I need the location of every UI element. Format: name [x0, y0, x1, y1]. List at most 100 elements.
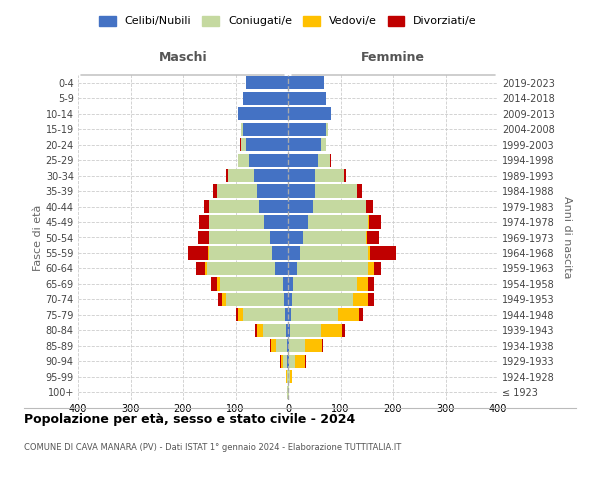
Bar — [368, 293, 374, 306]
Bar — [368, 278, 374, 290]
Bar — [359, 308, 363, 322]
Bar — [244, 92, 288, 105]
Bar — [196, 262, 205, 275]
Bar — [305, 340, 322, 352]
Bar — [316, 184, 358, 198]
Bar — [272, 246, 288, 260]
Text: COMUNE DI CAVA MANARA (PV) - Dati ISTAT 1° gennaio 2024 - Elaborazione TUTTITALI: COMUNE DI CAVA MANARA (PV) - Dati ISTAT … — [24, 442, 401, 452]
Bar — [366, 200, 373, 213]
Bar — [211, 278, 217, 290]
Bar — [226, 169, 227, 182]
Bar — [246, 76, 288, 90]
Bar — [288, 340, 289, 352]
Bar — [288, 246, 299, 260]
Bar — [226, 293, 284, 306]
Bar — [303, 231, 366, 244]
Bar — [326, 122, 328, 136]
Bar — [235, 308, 238, 322]
Bar — [330, 154, 331, 166]
Bar — [321, 324, 342, 337]
Bar — [217, 278, 220, 290]
Bar — [269, 231, 288, 244]
Bar — [288, 92, 326, 105]
Bar — [370, 246, 395, 260]
Bar — [344, 169, 346, 182]
Bar — [287, 370, 288, 384]
Bar — [288, 76, 324, 90]
Bar — [295, 354, 305, 368]
Bar — [238, 107, 288, 120]
Bar — [370, 216, 381, 228]
Bar — [263, 324, 286, 337]
Bar — [287, 340, 288, 352]
Bar — [270, 340, 271, 352]
Bar — [320, 138, 326, 151]
Bar — [257, 184, 288, 198]
Legend: Celibi/Nubili, Coniugati/e, Vedovi/e, Divorziati/e: Celibi/Nubili, Coniugati/e, Vedovi/e, Di… — [99, 16, 477, 26]
Bar — [209, 246, 272, 260]
Bar — [288, 169, 316, 182]
Bar — [255, 324, 257, 337]
Bar — [271, 340, 277, 352]
Bar — [288, 293, 292, 306]
Text: Maschi: Maschi — [158, 51, 208, 64]
Bar — [342, 324, 345, 337]
Bar — [244, 122, 288, 136]
Bar — [265, 216, 288, 228]
Bar — [358, 278, 368, 290]
Bar — [257, 324, 263, 337]
Bar — [205, 262, 206, 275]
Bar — [288, 107, 331, 120]
Bar — [289, 354, 295, 368]
Bar — [275, 262, 288, 275]
Bar — [368, 246, 370, 260]
Bar — [209, 216, 265, 228]
Bar — [241, 122, 244, 136]
Bar — [367, 231, 379, 244]
Bar — [290, 324, 321, 337]
Bar — [259, 200, 288, 213]
Bar — [288, 216, 308, 228]
Bar — [288, 200, 313, 213]
Bar — [254, 169, 288, 182]
Bar — [241, 138, 246, 151]
Bar — [319, 154, 330, 166]
Bar — [248, 154, 288, 166]
Bar — [222, 293, 226, 306]
Bar — [244, 308, 286, 322]
Bar — [238, 154, 248, 166]
Bar — [288, 370, 290, 384]
Bar — [238, 308, 244, 322]
Bar — [366, 231, 367, 244]
Bar — [368, 216, 370, 228]
Bar — [288, 154, 319, 166]
Bar — [288, 231, 303, 244]
Bar — [206, 262, 275, 275]
Bar — [338, 308, 359, 322]
Bar — [308, 216, 368, 228]
Bar — [281, 354, 283, 368]
Bar — [288, 122, 326, 136]
Bar — [288, 184, 316, 198]
Bar — [358, 184, 361, 198]
Bar — [288, 262, 298, 275]
Bar — [213, 184, 217, 198]
Bar — [313, 200, 366, 213]
Bar — [299, 246, 368, 260]
Bar — [283, 354, 287, 368]
Y-axis label: Fasce di età: Fasce di età — [32, 204, 43, 270]
Bar — [293, 278, 358, 290]
Bar — [198, 231, 209, 244]
Bar — [353, 293, 368, 306]
Bar — [298, 262, 368, 275]
Bar — [288, 138, 320, 151]
Bar — [209, 231, 269, 244]
Bar — [290, 308, 338, 322]
Bar — [277, 340, 287, 352]
Bar — [292, 293, 353, 306]
Bar — [218, 293, 222, 306]
Bar — [220, 278, 283, 290]
Bar — [240, 138, 241, 151]
Y-axis label: Anni di nascita: Anni di nascita — [562, 196, 572, 279]
Bar — [246, 138, 288, 151]
